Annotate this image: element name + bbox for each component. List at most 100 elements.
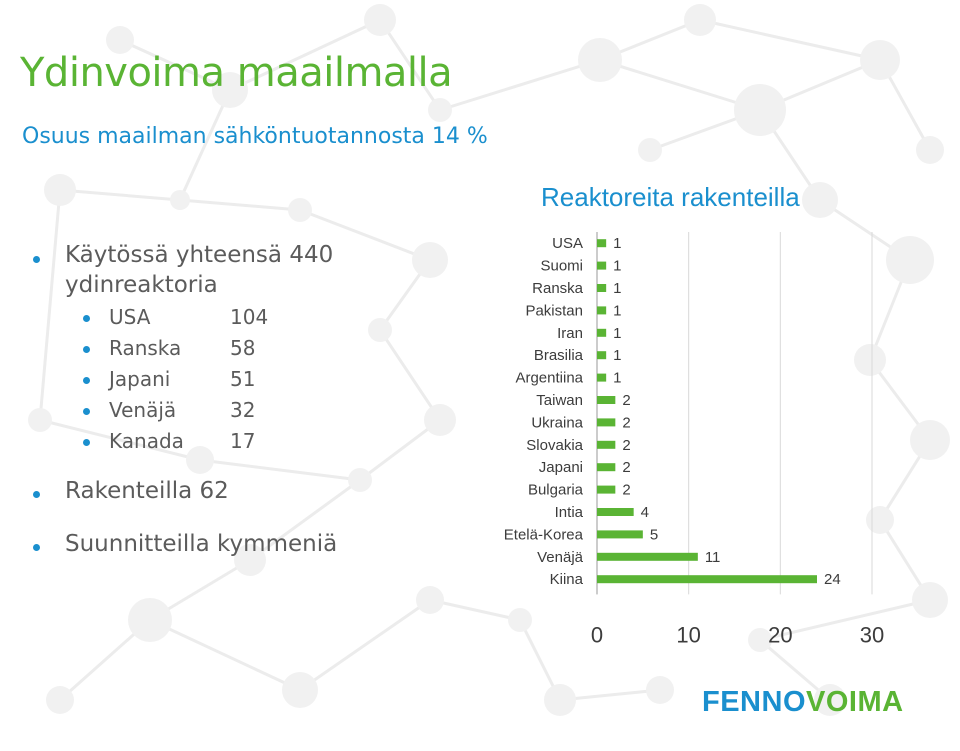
- country-name: Venäjä: [109, 398, 177, 422]
- bg-node: [412, 242, 448, 278]
- category-label: Brasilia: [534, 347, 584, 364]
- logo-part-fenno: FENNO: [702, 686, 806, 718]
- bar: [597, 575, 817, 584]
- category-label: Slovakia: [526, 437, 583, 454]
- category-label: Iran: [557, 325, 583, 342]
- category-label: Intia: [555, 504, 584, 521]
- bar: [597, 530, 643, 539]
- fennovoima-logo: FENNOVOIMA: [702, 686, 904, 719]
- bg-node: [348, 468, 372, 492]
- bg-node: [282, 672, 318, 708]
- bg-node: [416, 586, 444, 614]
- x-tick-label: 20: [768, 622, 792, 647]
- data-label: 1: [613, 370, 621, 387]
- country-value: 51: [230, 367, 256, 391]
- data-label: 2: [622, 437, 630, 454]
- bullet-dot: [83, 315, 90, 322]
- bg-node: [814, 684, 846, 716]
- bg-link: [119, 38, 231, 92]
- bg-node: [428, 98, 452, 122]
- bar: [597, 284, 607, 292]
- data-label: 2: [622, 482, 630, 499]
- bg-link: [429, 598, 521, 622]
- bg-node: [916, 136, 944, 164]
- bg-node: [646, 676, 674, 704]
- bullet-dot: [33, 491, 40, 498]
- bg-link: [38, 189, 62, 421]
- bg-node: [508, 608, 532, 632]
- bar: [597, 306, 607, 315]
- x-tick-label: 0: [591, 622, 603, 647]
- category-label: USA: [552, 235, 583, 252]
- logo-part-voima: VOIMA: [806, 686, 904, 718]
- bg-node: [578, 38, 622, 82]
- bullet-dot: [83, 408, 90, 415]
- category-label: Ranska: [532, 280, 584, 297]
- country-value: 32: [230, 398, 256, 422]
- bullet-list: Käytössä yhteensä 440 ydinreaktoria USA …: [33, 242, 338, 557]
- bar: [597, 508, 634, 516]
- category-label: Kiina: [550, 571, 584, 588]
- chart-title: Reaktoreita rakenteilla: [541, 182, 800, 212]
- bg-node: [212, 72, 248, 108]
- data-label: 2: [622, 392, 630, 409]
- bar: [597, 440, 616, 449]
- bg-link: [439, 58, 601, 112]
- bg-node: [128, 598, 172, 642]
- bg-node: [288, 198, 312, 222]
- data-label: 1: [613, 258, 621, 275]
- bg-node: [106, 26, 134, 54]
- bg-link: [178, 89, 232, 201]
- bg-node: [544, 684, 576, 716]
- country-name: Japani: [109, 367, 171, 391]
- bg-node: [368, 318, 392, 342]
- category-label: Etelä-Korea: [504, 526, 584, 543]
- bg-node: [684, 4, 716, 36]
- bg-link: [249, 478, 361, 562]
- bg-node: [912, 582, 948, 618]
- data-label: 5: [650, 526, 658, 543]
- x-tick-label: 10: [676, 622, 700, 647]
- bg-link: [559, 688, 661, 702]
- bg-node: [424, 404, 456, 436]
- data-label: 1: [613, 325, 621, 342]
- bar-chart: USA 1 Suomi 1 Ranska 1 Pakistan 1 Iran 1 Brasilia 1…: [504, 232, 884, 647]
- bg-node: [854, 344, 886, 376]
- bg-link: [149, 618, 301, 692]
- slide-title: Ydinvoima maailmalla: [20, 50, 453, 96]
- country-value: 104: [230, 305, 269, 329]
- bg-node: [186, 446, 214, 474]
- data-label: 1: [613, 280, 621, 297]
- bg-link: [359, 418, 441, 482]
- total-reactors-line2: ydinreaktoria: [65, 272, 218, 298]
- country-name: USA: [109, 305, 151, 329]
- category-label: Japani: [539, 459, 583, 476]
- category-label: Taiwan: [536, 392, 583, 409]
- bg-node: [46, 686, 74, 714]
- country-name: Ranska: [109, 336, 182, 360]
- data-label: 1: [613, 347, 621, 364]
- category-label: Ukraina: [531, 414, 583, 431]
- bg-node: [860, 40, 900, 80]
- under-construction-line: Rakenteilla 62: [65, 478, 229, 504]
- bg-link: [378, 19, 442, 111]
- country-value: 58: [230, 336, 256, 360]
- bar: [597, 396, 616, 404]
- bullet-dot: [83, 377, 90, 384]
- planned-line: Suunnitteilla kymmeniä: [65, 531, 338, 557]
- bg-node: [734, 84, 786, 136]
- bg-link: [39, 418, 201, 462]
- bg-node: [748, 628, 772, 652]
- x-tick-label: 30: [860, 622, 884, 647]
- bg-link: [599, 58, 761, 112]
- bg-node: [886, 236, 934, 284]
- bullet-dot: [83, 439, 90, 446]
- bg-link: [299, 598, 431, 692]
- bg-node: [364, 4, 396, 36]
- bar: [597, 463, 616, 472]
- bullet-dot: [33, 544, 40, 551]
- data-label: 11: [705, 549, 721, 566]
- bg-link: [299, 208, 431, 262]
- category-label: Venäjä: [537, 549, 584, 566]
